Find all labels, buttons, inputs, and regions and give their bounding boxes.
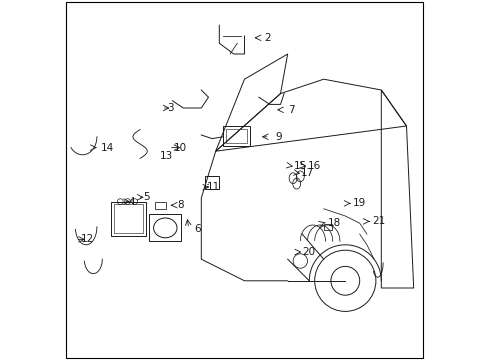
Text: 4: 4 bbox=[128, 197, 135, 207]
Text: 16: 16 bbox=[307, 161, 320, 171]
Text: 17: 17 bbox=[301, 168, 314, 178]
Text: 14: 14 bbox=[101, 143, 114, 153]
Text: 5: 5 bbox=[142, 192, 149, 202]
Text: 2: 2 bbox=[264, 33, 270, 43]
Text: 10: 10 bbox=[174, 143, 187, 153]
Text: 13: 13 bbox=[160, 150, 173, 161]
Text: 6: 6 bbox=[194, 224, 200, 234]
Text: 11: 11 bbox=[206, 182, 220, 192]
Text: 18: 18 bbox=[327, 218, 341, 228]
Text: 7: 7 bbox=[287, 105, 294, 115]
Text: 19: 19 bbox=[352, 198, 365, 208]
Text: 9: 9 bbox=[275, 132, 281, 142]
Text: 20: 20 bbox=[302, 247, 315, 257]
Text: 15: 15 bbox=[294, 161, 307, 171]
Text: 8: 8 bbox=[177, 200, 183, 210]
Text: 12: 12 bbox=[81, 234, 94, 244]
Text: 21: 21 bbox=[371, 216, 385, 226]
Text: 3: 3 bbox=[167, 103, 173, 113]
